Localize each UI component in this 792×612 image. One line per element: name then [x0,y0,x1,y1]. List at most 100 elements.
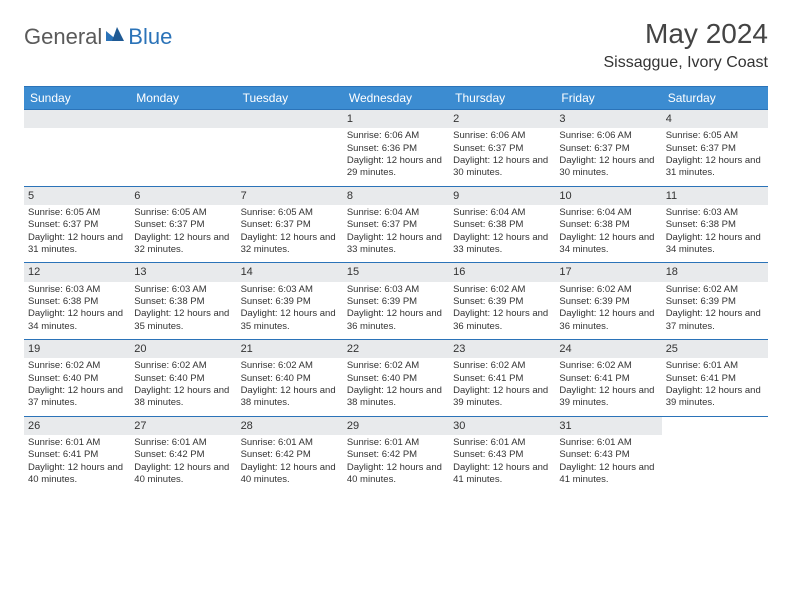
daylight-line: Daylight: 12 hours and 34 minutes. [28,308,126,333]
sunset-line: Sunset: 6:40 PM [134,373,232,385]
sunrise-line: Sunrise: 6:03 AM [28,284,126,296]
day-number: 27 [130,417,236,435]
sunrise-line: Sunrise: 6:02 AM [453,284,551,296]
day-cell: 2Sunrise: 6:06 AMSunset: 6:37 PMDaylight… [449,110,555,186]
daylight-line: Daylight: 12 hours and 37 minutes. [28,385,126,410]
sunset-line: Sunset: 6:39 PM [347,296,445,308]
week-row: 12Sunrise: 6:03 AMSunset: 6:38 PMDayligh… [24,262,768,339]
sunrise-line: Sunrise: 6:04 AM [453,207,551,219]
day-number: 19 [24,340,130,358]
empty-day-cell [237,110,343,186]
daylight-line: Daylight: 12 hours and 38 minutes. [347,385,445,410]
sunrise-line: Sunrise: 6:03 AM [241,284,339,296]
daylight-line: Daylight: 12 hours and 39 minutes. [559,385,657,410]
day-number: 25 [662,340,768,358]
sunrise-line: Sunrise: 6:03 AM [134,284,232,296]
sunrise-line: Sunrise: 6:06 AM [559,130,657,142]
day-number: 1 [343,110,449,128]
sunrise-line: Sunrise: 6:02 AM [28,360,126,372]
day-cell: 25 Sunrise: 6:01 AMSunset: 6:41 PMDayligh… [662,340,768,416]
day-number: 8 [343,187,449,205]
daylight-line: Daylight: 12 hours and 30 minutes. [559,155,657,180]
daylight-line: Daylight: 12 hours and 31 minutes. [666,155,764,180]
daylight-line: Daylight: 12 hours and 40 minutes. [241,462,339,487]
day-number: 29 [343,417,449,435]
sunrise-line: Sunrise: 6:01 AM [134,437,232,449]
day-number: 15 [343,263,449,281]
day-cell: 27Sunrise: 6:01 AMSunset: 6:42 PMDayligh… [130,417,236,493]
daylight-line: Daylight: 12 hours and 32 minutes. [134,232,232,257]
day-number: 3 [555,110,661,128]
sunrise-line: Sunrise: 6:06 AM [347,130,445,142]
daylight-line: Daylight: 12 hours and 35 minutes. [134,308,232,333]
day-cell: 15Sunrise: 6:03 AMSunset: 6:39 PMDayligh… [343,263,449,339]
day-cell: 26Sunrise: 6:01 AMSunset: 6:41 PMDayligh… [24,417,130,493]
calendar-grid: SundayMondayTuesdayWednesdayThursdayFrid… [24,86,768,492]
day-number: 31 [555,417,661,435]
sunrise-line: Sunrise: 6:04 AM [559,207,657,219]
sunset-line: Sunset: 6:40 PM [347,373,445,385]
sunrise-line: Sunrise: 6:06 AM [453,130,551,142]
sunset-line: Sunset: 6:41 PM [666,373,764,385]
weekday-header: Monday [130,87,236,109]
empty-day-bar [130,110,236,128]
day-number: 20 [130,340,236,358]
daylight-line: Daylight: 12 hours and 40 minutes. [28,462,126,487]
day-number: 7 [237,187,343,205]
day-number: 22 [343,340,449,358]
day-cell: 14Sunrise: 6:03 AMSunset: 6:39 PMDayligh… [237,263,343,339]
sunrise-line: Sunrise: 6:05 AM [134,207,232,219]
sunrise-line: Sunrise: 6:01 AM [241,437,339,449]
day-cell: 22Sunrise: 6:02 AMSunset: 6:40 PMDayligh… [343,340,449,416]
day-cell: 19 Sunrise: 6:02 AMSunset: 6:40 PMDayligh… [24,340,130,416]
sunrise-line: Sunrise: 6:02 AM [666,284,764,296]
sunrise-line: Sunrise: 6:01 AM [666,360,764,372]
sunrise-line: Sunrise: 6:03 AM [666,207,764,219]
sunset-line: Sunset: 6:37 PM [241,219,339,231]
sunrise-line: Sunrise: 6:03 AM [347,284,445,296]
sunset-line: Sunset: 6:37 PM [666,143,764,155]
daylight-line: Daylight: 12 hours and 31 minutes. [28,232,126,257]
day-cell: 12Sunrise: 6:03 AMSunset: 6:38 PMDayligh… [24,263,130,339]
sunrise-line: Sunrise: 6:04 AM [347,207,445,219]
sunrise-line: Sunrise: 6:02 AM [241,360,339,372]
weekday-header: Saturday [662,87,768,109]
day-number: 10 [555,187,661,205]
sunset-line: Sunset: 6:37 PM [559,143,657,155]
day-number: 17 [555,263,661,281]
day-cell: 24Sunrise: 6:02 AMSunset: 6:41 PMDayligh… [555,340,661,416]
sunset-line: Sunset: 6:38 PM [666,219,764,231]
weekday-header: Tuesday [237,87,343,109]
weeks-container: 1Sunrise: 6:06 AMSunset: 6:36 PMDaylight… [24,109,768,492]
sunset-line: Sunset: 6:39 PM [241,296,339,308]
day-number: 16 [449,263,555,281]
daylight-line: Daylight: 12 hours and 41 minutes. [559,462,657,487]
day-cell: 4Sunrise: 6:05 AMSunset: 6:37 PMDaylight… [662,110,768,186]
page-header: General Blue May 2024 Sissaggue, Ivory C… [24,18,768,72]
sunset-line: Sunset: 6:36 PM [347,143,445,155]
week-row: 26Sunrise: 6:01 AMSunset: 6:41 PMDayligh… [24,416,768,493]
month-title: May 2024 [603,18,768,50]
sunrise-line: Sunrise: 6:01 AM [559,437,657,449]
empty-day-cell [662,417,768,493]
empty-day-cell [130,110,236,186]
sunset-line: Sunset: 6:43 PM [559,449,657,461]
day-number: 26 [24,417,130,435]
sunrise-line: Sunrise: 6:02 AM [559,284,657,296]
daylight-line: Daylight: 12 hours and 39 minutes. [666,385,764,410]
day-number: 24 [555,340,661,358]
location-text: Sissaggue, Ivory Coast [603,54,768,72]
weekday-header: Wednesday [343,87,449,109]
sunset-line: Sunset: 6:40 PM [241,373,339,385]
brand-text-2: Blue [128,24,172,50]
day-cell: 18Sunrise: 6:02 AMSunset: 6:39 PMDayligh… [662,263,768,339]
weekday-header-row: SundayMondayTuesdayWednesdayThursdayFrid… [24,87,768,109]
day-cell: 10Sunrise: 6:04 AMSunset: 6:38 PMDayligh… [555,187,661,263]
weekday-header: Sunday [24,87,130,109]
daylight-line: Daylight: 12 hours and 30 minutes. [453,155,551,180]
sunset-line: Sunset: 6:40 PM [28,373,126,385]
daylight-line: Daylight: 12 hours and 40 minutes. [134,462,232,487]
week-row: 5Sunrise: 6:05 AMSunset: 6:37 PMDaylight… [24,186,768,263]
day-cell: 6Sunrise: 6:05 AMSunset: 6:37 PMDaylight… [130,187,236,263]
sunset-line: Sunset: 6:39 PM [666,296,764,308]
